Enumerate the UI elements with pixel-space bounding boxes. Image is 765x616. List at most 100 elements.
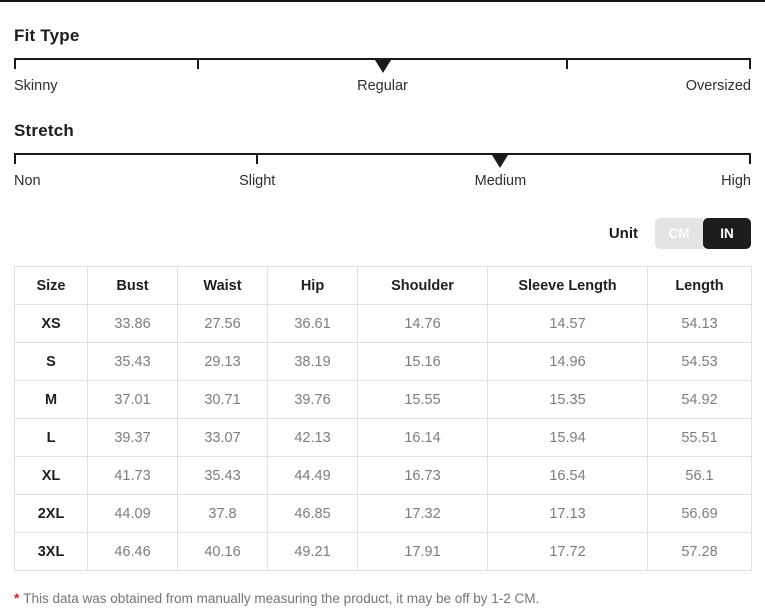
unit-option-cm[interactable]: CM [655,218,703,249]
value-cell: 17.91 [357,532,488,571]
value-cell: 14.96 [487,342,648,381]
size-cell: L [14,418,88,457]
scale-tick [565,60,568,69]
value-cell: 54.13 [647,304,752,343]
value-cell: 54.92 [647,380,752,419]
value-cell: 57.28 [647,532,752,571]
value-cell: 33.86 [87,304,178,343]
size-cell: XS [14,304,88,343]
size-table-header-row: Size Bust Waist Hip Shoulder Sleeve Length Len… [14,266,752,305]
value-cell: 15.94 [487,418,648,457]
scale-label-medium: Medium [474,173,527,189]
value-cell: 46.46 [87,532,178,571]
value-cell: 35.43 [177,456,268,495]
scale-label-regular: Regular [357,78,408,94]
slider-marker-fit-type [374,60,391,73]
value-cell: 14.76 [357,304,488,343]
table-row-l: L 39.37 33.07 42.13 16.14 15.94 55.51 [14,418,752,457]
value-cell: 41.73 [87,456,178,495]
scale-labels-fit-type: Skinny Regular Oversized [14,78,751,97]
scale-label-high: High [721,173,751,189]
value-cell: 14.57 [487,304,648,343]
value-cell: 16.54 [487,456,648,495]
slider-title-fit-type: Fit Type [14,26,80,45]
scale-label-oversized: Oversized [685,78,751,94]
value-cell: 15.16 [357,342,488,381]
unit-label: Unit [608,225,638,242]
table-row-3xl: 3XL 46.46 40.16 49.21 17.91 17.72 57.28 [14,532,752,571]
value-cell: 16.73 [357,456,488,495]
col-header-shoulder: Shoulder [357,266,488,305]
size-cell: 2XL [14,494,88,533]
value-cell: 15.35 [487,380,648,419]
slider-marker-stretch [492,155,509,168]
scale-tick [197,60,200,69]
slider-fit-type: Fit Type Skinny Regular Oversized [14,26,751,97]
size-table-body: XS 33.86 27.56 36.61 14.76 14.57 54.13 S 35.43 29… [14,304,752,571]
value-cell: 17.32 [357,494,488,533]
value-cell: 33.07 [177,418,268,457]
scale-labels-stretch: Non Slight Medium High [14,173,751,192]
table-row-xs: XS 33.86 27.56 36.61 14.76 14.57 54.13 [14,304,752,343]
value-cell: 39.76 [267,380,358,419]
value-cell: 56.1 [647,456,752,495]
value-cell: 56.69 [647,494,752,533]
slider-stretch: Stretch Non Slight Medium High [14,121,751,192]
value-cell: 35.43 [87,342,178,381]
scale-label-skinny: Skinny [14,78,58,94]
value-cell: 29.13 [177,342,268,381]
value-cell: 54.53 [647,342,752,381]
size-table: Size Bust Waist Hip Shoulder Sleeve Length Len… [14,266,752,571]
value-cell: 36.61 [267,304,358,343]
col-header-bust: Bust [87,266,178,305]
value-cell: 38.19 [267,342,358,381]
scale-label-slight: Slight [239,173,276,189]
value-cell: 16.14 [357,418,488,457]
value-cell: 17.13 [487,494,648,533]
size-cell: 3XL [14,532,88,571]
size-cell: S [14,342,88,381]
table-row-m: M 37.01 30.71 39.76 15.55 15.35 54.92 [14,380,752,419]
value-cell: 40.16 [177,532,268,571]
col-header-sleeve-length: Sleeve Length [487,266,648,305]
size-cell: M [14,380,88,419]
sliders: Fit Type Skinny Regular Oversized Stretch Non… [14,26,751,192]
scale-label-non: Non [14,173,41,189]
unit-option-in[interactable]: IN [703,218,751,249]
value-cell: 44.49 [267,456,358,495]
scale-tick [14,60,16,69]
slider-scale-fit-type [14,58,751,73]
slider-scale-stretch [14,153,751,168]
value-cell: 17.72 [487,532,648,571]
unit-row: Unit CM IN [14,218,751,249]
col-header-waist: Waist [177,266,268,305]
scale-tick [256,155,259,164]
scale-tick [14,155,16,164]
measurement-note: * This data was obtained from manually me… [14,591,751,606]
value-cell: 42.13 [267,418,358,457]
scale-tick [749,60,751,69]
table-row-s: S 35.43 29.13 38.19 15.16 14.96 54.53 [14,342,752,381]
col-header-size: Size [14,266,88,305]
note-text: This data was obtained from manually mea… [23,591,540,606]
value-cell: 37.01 [87,380,178,419]
value-cell: 37.8 [177,494,268,533]
col-header-length: Length [647,266,752,305]
value-cell: 27.56 [177,304,268,343]
value-cell: 30.71 [177,380,268,419]
size-cell: XL [14,456,88,495]
size-table-head: Size Bust Waist Hip Shoulder Sleeve Length Len… [14,266,752,305]
note-asterisk: * [14,591,20,606]
scale-tick [749,155,751,164]
table-row-2xl: 2XL 44.09 37.8 46.85 17.32 17.13 56.69 [14,494,752,533]
value-cell: 46.85 [267,494,358,533]
col-header-hip: Hip [267,266,358,305]
table-row-xl: XL 41.73 35.43 44.49 16.73 16.54 56.1 [14,456,752,495]
value-cell: 49.21 [267,532,358,571]
value-cell: 39.37 [87,418,178,457]
value-cell: 15.55 [357,380,488,419]
value-cell: 55.51 [647,418,752,457]
value-cell: 44.09 [87,494,178,533]
unit-toggle: CM IN [655,218,751,249]
